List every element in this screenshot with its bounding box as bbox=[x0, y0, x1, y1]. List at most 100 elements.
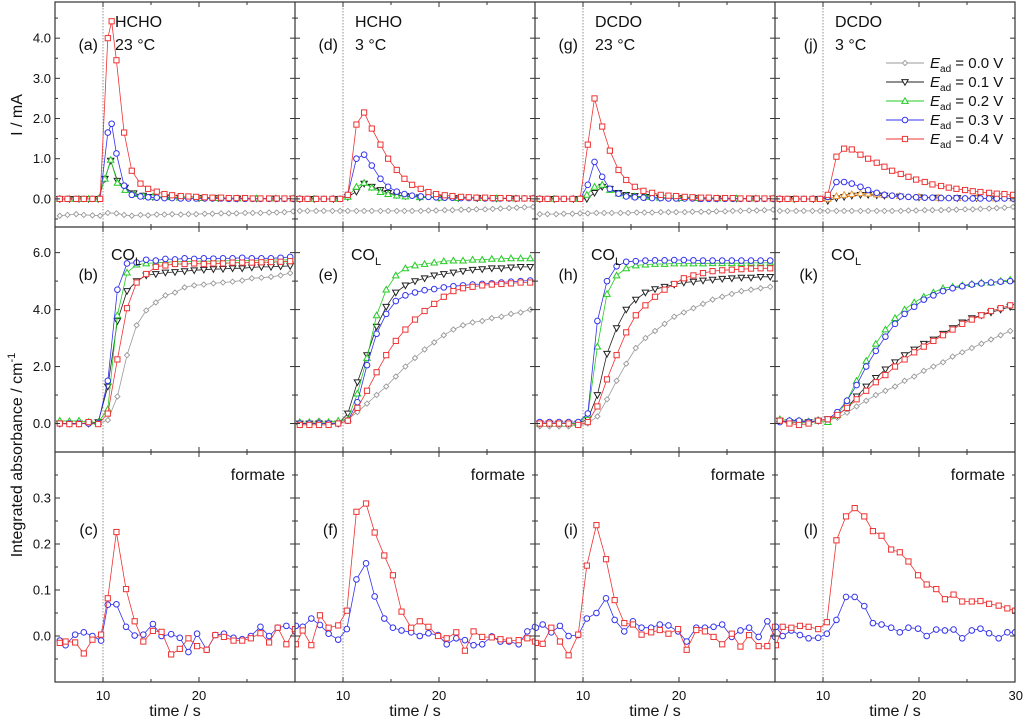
data-point bbox=[767, 265, 774, 272]
data-point bbox=[995, 602, 1002, 609]
data-point bbox=[937, 182, 945, 190]
data-point bbox=[969, 206, 976, 213]
data-point bbox=[410, 278, 420, 286]
y-tick-label: 0.1 bbox=[33, 583, 51, 598]
y-tick-label: 1.0 bbox=[33, 151, 51, 166]
data-point bbox=[104, 601, 112, 609]
data-point bbox=[921, 194, 929, 201]
data-point bbox=[149, 620, 157, 628]
data-point bbox=[470, 628, 477, 635]
data-point bbox=[123, 260, 131, 267]
data-point bbox=[100, 174, 109, 182]
temperature-label: 3 °C bbox=[835, 37, 866, 54]
ticks-k bbox=[775, 227, 1015, 452]
data-point bbox=[265, 639, 273, 646]
data-point bbox=[497, 254, 506, 262]
panel-i: 10 20 (i) formate bbox=[535, 452, 775, 703]
data-point bbox=[313, 195, 320, 202]
data-point bbox=[393, 166, 400, 174]
data-point bbox=[153, 194, 161, 201]
data-point bbox=[1001, 190, 1008, 198]
data-point bbox=[392, 373, 400, 380]
data-point bbox=[72, 639, 79, 646]
data-point bbox=[896, 629, 904, 636]
panel-f: 10 20 (f) formate bbox=[295, 452, 535, 703]
data-point bbox=[392, 297, 400, 305]
data-point bbox=[108, 18, 115, 25]
data-point bbox=[978, 280, 985, 287]
data-point bbox=[847, 189, 856, 197]
panel-c: 0.0 0.1 0.2 0.3 10 20 (c) formate bbox=[33, 452, 295, 703]
data-point bbox=[281, 208, 288, 216]
species-label: formate bbox=[951, 467, 1005, 484]
data-point bbox=[796, 622, 804, 629]
data-point bbox=[603, 277, 611, 285]
temperature-label: 23 °C bbox=[115, 37, 155, 54]
data-point bbox=[360, 151, 368, 158]
data-point bbox=[608, 209, 616, 217]
data-point bbox=[856, 189, 865, 197]
data-point bbox=[56, 212, 64, 219]
series-line-00V bbox=[779, 330, 1011, 422]
data-point bbox=[590, 189, 599, 198]
legend-marker bbox=[901, 59, 909, 67]
data-point bbox=[161, 269, 170, 277]
data-point bbox=[200, 255, 208, 262]
data-point bbox=[353, 155, 360, 162]
data-point bbox=[238, 265, 247, 273]
data-point bbox=[584, 210, 592, 217]
data-point bbox=[786, 420, 793, 427]
data-point bbox=[360, 207, 368, 215]
data-point bbox=[225, 194, 232, 202]
data-point bbox=[737, 274, 746, 282]
data-point bbox=[363, 400, 371, 407]
series-line-04V bbox=[299, 282, 531, 426]
data-point bbox=[968, 316, 975, 323]
data-point bbox=[776, 417, 783, 424]
temperature-label: 3 °C bbox=[355, 37, 386, 54]
data-point bbox=[833, 537, 840, 544]
data-point bbox=[546, 420, 553, 427]
data-point bbox=[169, 192, 176, 199]
data-point bbox=[505, 194, 513, 202]
data-point bbox=[544, 210, 551, 218]
data-point bbox=[430, 285, 438, 293]
data-point bbox=[171, 289, 179, 296]
data-point bbox=[897, 170, 904, 178]
panel-label: (b) bbox=[78, 267, 98, 284]
data-point bbox=[233, 210, 240, 217]
panel-label: (j) bbox=[804, 37, 818, 54]
series-line-03V bbox=[299, 154, 534, 200]
data-point bbox=[137, 180, 144, 187]
x-tick-label: 20 bbox=[912, 688, 926, 703]
data-point bbox=[168, 210, 176, 218]
data-point bbox=[431, 300, 438, 307]
data-point bbox=[871, 375, 880, 383]
legend-label: Ead = 0.1 V bbox=[930, 74, 1003, 94]
data-point bbox=[1011, 607, 1015, 614]
data-point bbox=[450, 287, 457, 295]
data-point bbox=[603, 376, 611, 383]
series-line-03V bbox=[59, 122, 294, 200]
data-point bbox=[583, 562, 590, 569]
data-point bbox=[891, 320, 899, 328]
x-tick-label: 20 bbox=[672, 688, 686, 703]
data-point bbox=[239, 259, 246, 266]
data-point bbox=[430, 258, 439, 266]
x-tick-label: 20 bbox=[192, 688, 206, 703]
data-point bbox=[401, 282, 410, 290]
data-point bbox=[113, 178, 122, 186]
data-point bbox=[384, 207, 392, 215]
data-point bbox=[64, 211, 71, 219]
data-point bbox=[656, 621, 664, 628]
data-point bbox=[985, 600, 993, 607]
data-point bbox=[718, 293, 726, 301]
data-point bbox=[824, 191, 831, 198]
data-point bbox=[277, 272, 284, 279]
data-point bbox=[383, 352, 390, 359]
data-point bbox=[200, 281, 208, 288]
data-point bbox=[959, 320, 966, 327]
series-group bbox=[775, 505, 1015, 649]
data-point bbox=[416, 632, 424, 640]
data-point bbox=[823, 619, 830, 626]
